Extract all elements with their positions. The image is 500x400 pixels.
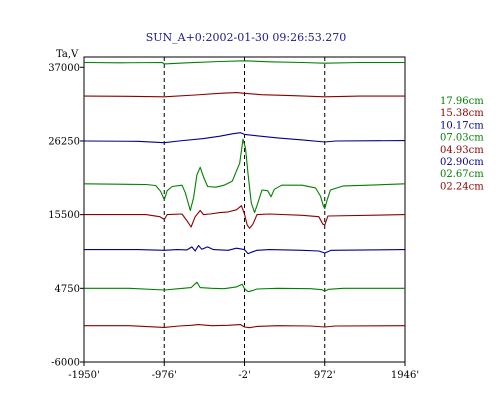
legend-entry-7: 02.24cm — [440, 181, 484, 192]
legend-entry-3: 07.03cm — [440, 133, 484, 144]
y-tick-label-3: 4750 — [55, 284, 80, 295]
y-tick-label-0: 37000 — [48, 63, 80, 74]
series-line-1 — [83, 92, 405, 98]
legend-entry-0: 17.96cm — [440, 96, 484, 107]
chart-title: SUN_A+0:2002-01-30 09:26:53.270 — [146, 31, 347, 44]
series-line-3 — [83, 138, 406, 214]
x-tick-label-4: 1946' — [391, 370, 419, 381]
series-line-2 — [83, 132, 406, 144]
legend-entry-4: 04.93cm — [440, 145, 484, 156]
series-line-7 — [84, 324, 406, 329]
legend-entry-6: 02.67cm — [440, 169, 484, 180]
x-tick-label-0: -1950' — [68, 370, 100, 381]
y-axis-label: Ta,V — [56, 49, 79, 60]
series-line-5 — [84, 244, 406, 255]
y-tick-label-2: 15500 — [48, 210, 80, 221]
series-line-0 — [83, 60, 405, 65]
x-tick-label-3: 972' — [314, 370, 336, 381]
y-tick-label-1: 26250 — [48, 136, 80, 147]
x-tick-label-2: -2' — [238, 370, 251, 381]
legend-entry-1: 15.38cm — [440, 108, 484, 119]
legend-entry-5: 02.90cm — [440, 157, 484, 168]
series-line-4 — [84, 205, 406, 229]
y-tick-label-4: -6000 — [51, 358, 80, 369]
series-line-6 — [84, 281, 405, 293]
x-tick-label-1: -976' — [152, 370, 177, 381]
legend-entry-2: 10.17cm — [440, 120, 484, 131]
